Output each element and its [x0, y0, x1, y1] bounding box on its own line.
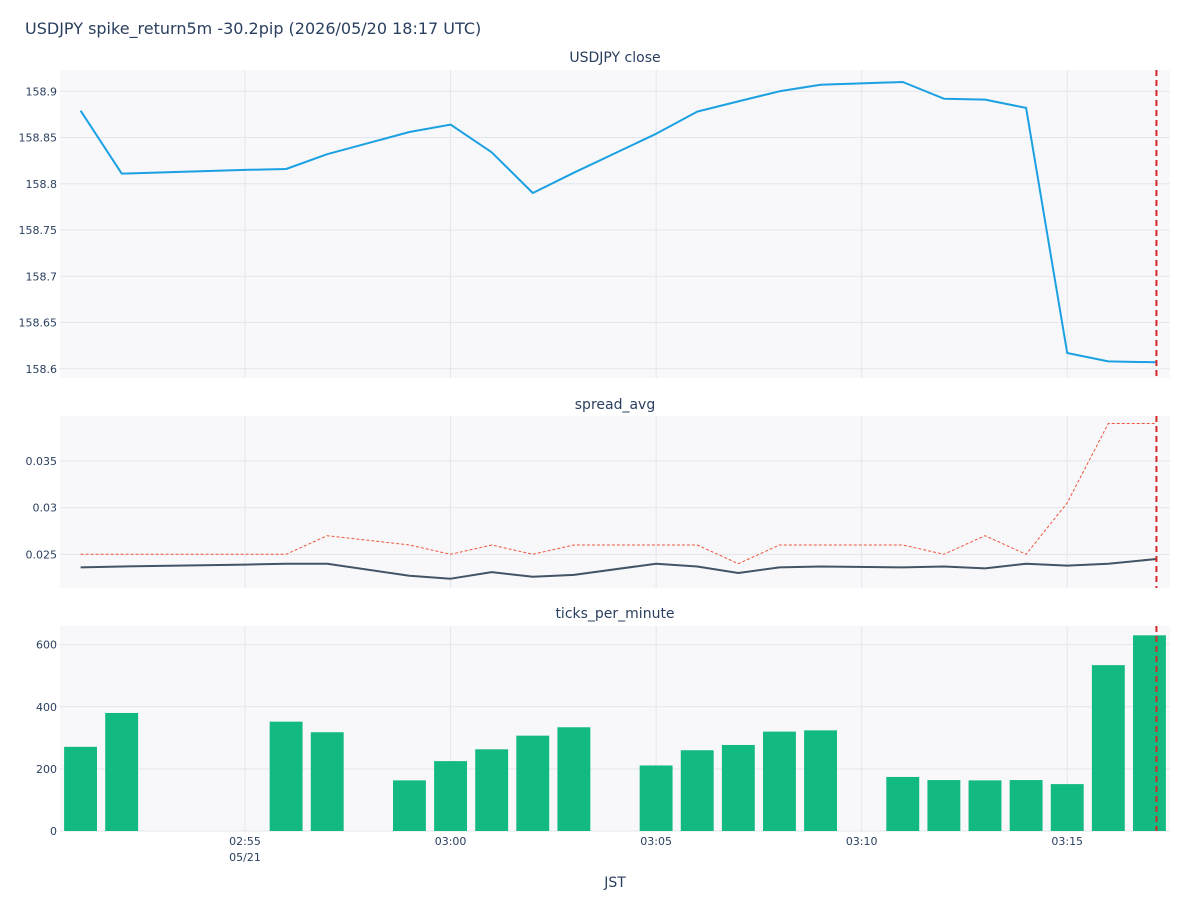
bar — [393, 780, 426, 831]
bar — [434, 761, 467, 831]
x-tick-label: 03:15 — [1051, 835, 1083, 848]
bar — [721, 744, 755, 831]
y-tick-label: 158.7 — [26, 270, 58, 283]
y-tick-label: 158.85 — [19, 132, 58, 145]
x-axis-title: JST — [603, 875, 626, 891]
bar — [310, 732, 344, 831]
bar — [1050, 784, 1084, 831]
y-tick-label: 158.75 — [19, 224, 58, 237]
y-tick-label: 0.03 — [33, 502, 58, 515]
chart-panel-3: 0 200 400 600 ticks_per_minute 02:55 05/21 03:0… — [36, 606, 1170, 864]
chart-panel-2: 0.025 0.03 0.035 spread_avg — [26, 397, 1170, 588]
bar — [804, 730, 837, 831]
y-tick-label: 600 — [36, 639, 57, 652]
bar — [1091, 665, 1125, 831]
y-tick-label: 0.025 — [26, 548, 58, 561]
x-tick-label: 03:05 — [640, 835, 672, 848]
chart-panel-1: 158.6 158.65 158.7 158.75 158.8 158.85 158.9 US… — [19, 50, 1170, 378]
bar — [763, 731, 796, 831]
subplot-title: ticks_per_minute — [555, 606, 674, 622]
bar — [516, 735, 550, 831]
bar — [886, 776, 920, 831]
bar — [680, 750, 714, 831]
bar — [105, 712, 139, 831]
series-line-1 — [80, 423, 1157, 565]
bar — [968, 780, 1002, 831]
plot-background — [60, 626, 1170, 831]
x-tick-label: 02:55 — [229, 835, 261, 848]
subplot-title: USDJPY close — [569, 50, 660, 66]
bar — [1009, 780, 1043, 831]
plot-background — [60, 416, 1170, 588]
bar — [64, 746, 97, 831]
series-line-2 — [80, 558, 1157, 580]
y-tick-label: 158.6 — [26, 363, 58, 376]
y-tick-label: 0 — [50, 825, 57, 838]
bar — [639, 765, 673, 831]
y-tick-label: 158.65 — [19, 317, 58, 330]
subplot-title: spread_avg — [575, 397, 655, 413]
chart-panels: 158.6 158.65 158.7 158.75 158.8 158.85 158.9 US… — [19, 50, 1170, 864]
x-tick-label: 03:00 — [435, 835, 467, 848]
y-tick-label: 200 — [36, 763, 57, 776]
series-line-1 — [79, 81, 1157, 364]
x-tick-label: 03:10 — [846, 835, 878, 848]
bar — [1133, 635, 1166, 831]
bar — [927, 780, 961, 831]
y-tick-label: 400 — [36, 701, 57, 714]
chart-main-title: USDJPY spike_return5m -30.2pip (2026/05/… — [25, 19, 482, 38]
y-tick-label: 0.035 — [26, 455, 58, 468]
y-tick-label: 158.9 — [26, 85, 58, 98]
y-tick-label: 158.8 — [26, 178, 58, 191]
bar — [557, 727, 591, 831]
x-tick-sublabel: 05/21 — [229, 851, 261, 864]
bar — [475, 749, 509, 831]
bar — [269, 721, 303, 831]
plot-background — [60, 70, 1170, 378]
